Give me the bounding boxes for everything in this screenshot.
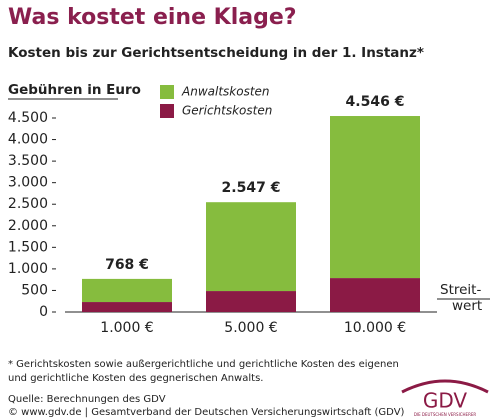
logo-tagline: DIE DEUTSCHEN VERSICHERER (414, 412, 477, 417)
y-tick-label: 3.500 (8, 153, 48, 169)
bar-segment (206, 202, 296, 292)
legend-swatch (160, 85, 174, 99)
logo-arc (401, 379, 489, 394)
y-axis-label: Gebühren in Euro (8, 82, 141, 98)
x-axis-label: Streit- (440, 282, 481, 298)
y-tick-label: 1.000 (8, 261, 48, 277)
x-axis-label: wert (452, 298, 482, 314)
value-label: 4.546 € (346, 94, 405, 110)
footnote: * Gerichtskosten sowie außergerichtliche… (8, 359, 399, 370)
value-label: 768 € (105, 257, 149, 273)
legend-label: Anwaltskosten (181, 85, 270, 99)
footnote: und gerichtliche Kosten des gegnerischen… (8, 373, 263, 384)
chart-subtitle: Kosten bis zur Gerichtsentscheidung in d… (8, 45, 424, 61)
x-tick-label: 1.000 € (100, 320, 153, 336)
chart-title: Was kostet eine Klage? (8, 5, 297, 30)
legend-swatch (160, 104, 174, 118)
bar-segment (82, 302, 172, 312)
bar-segment (206, 291, 296, 312)
bar-segment (330, 116, 420, 279)
source: Quelle: Berechnungen des GDV (8, 394, 166, 405)
x-tick-label: 5.000 € (224, 320, 277, 336)
bar-segment (82, 278, 172, 303)
y-tick-label: 2.500 (8, 196, 48, 212)
y-tick-label: 4.000 (8, 132, 48, 148)
source: © www.gdv.de | Gesamtverband der Deutsch… (8, 407, 405, 418)
bar-segment (330, 278, 420, 312)
y-tick-label: 4.500 (8, 110, 48, 126)
x-tick-label: 10.000 € (344, 320, 406, 336)
value-label: 2.547 € (222, 180, 281, 196)
y-tick-label: 500 (21, 282, 48, 298)
y-tick-label: 2.000 (8, 218, 48, 234)
y-tick-label: 1.500 (8, 239, 48, 255)
legend-label: Gerichtskosten (182, 104, 272, 118)
y-tick-label: 0 (39, 304, 48, 320)
y-tick-label: 3.000 (8, 175, 48, 191)
logo: GDV (423, 389, 468, 413)
